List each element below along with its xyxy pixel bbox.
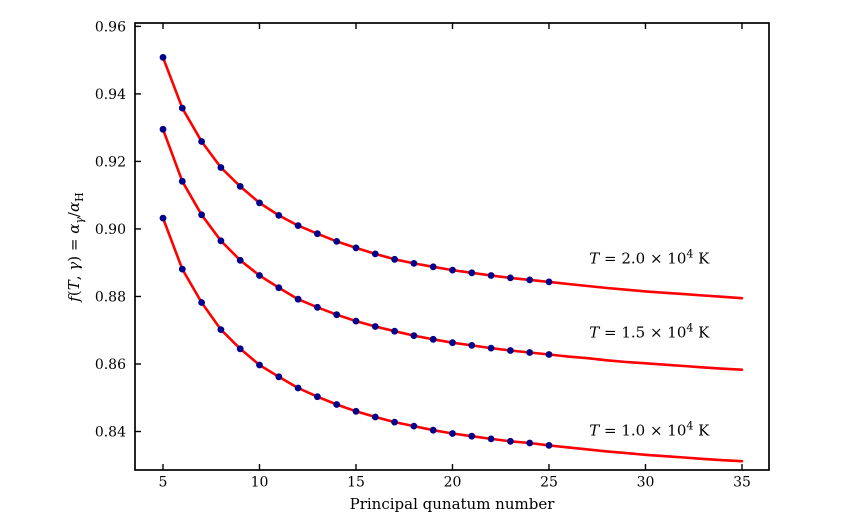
series-annotations: T = 2.0 × 104 K T = 1.5 × 104 K T = 1.0 × …: [589, 248, 710, 440]
data-point-marker: [545, 351, 553, 358]
data-point-marker: [352, 244, 360, 252]
data-point-marker: [159, 125, 167, 133]
plot-border: [134, 22, 770, 471]
data-point-marker: [487, 272, 495, 279]
data-point-marker: [275, 212, 283, 219]
data-point-marker: [256, 272, 263, 279]
data-point-marker: [449, 430, 456, 437]
x-tick-label: 35: [733, 475, 751, 491]
data-point-marker: [507, 347, 514, 354]
curve-temperature-label: T = 2.0 × 104 K: [589, 248, 710, 268]
y-tick-label: 0.94: [95, 87, 126, 103]
data-point-marker: [429, 263, 437, 271]
data-point-marker: [526, 349, 534, 356]
data-point-marker: [159, 54, 167, 61]
data-point-marker: [391, 327, 398, 335]
data-point-marker: [545, 442, 553, 449]
y-tick-label: 0.84: [95, 424, 126, 440]
curve-temperature-label: T = 1.0 × 104 K: [589, 420, 710, 440]
data-point-marker: [178, 104, 186, 112]
data-point-marker: [391, 255, 398, 263]
y-tick-label: 0.96: [95, 19, 126, 35]
data-point-marker: [314, 303, 321, 311]
data-point-marker: [159, 214, 167, 222]
data-point-marker: [507, 274, 514, 282]
y-tick-label: 0.86: [95, 357, 126, 373]
x-tick-label: 20: [444, 475, 462, 491]
data-point-marker: [468, 269, 476, 277]
data-point-marker: [236, 256, 244, 264]
x-tick-label: 10: [251, 475, 269, 491]
data-point-marker: [526, 439, 534, 447]
x-tick-label: 5: [159, 475, 168, 491]
data-point-marker: [352, 317, 360, 325]
x-tick-label: 30: [637, 475, 655, 491]
data-point-marker: [410, 332, 418, 339]
data-point-marker: [429, 335, 437, 343]
data-point-marker: [371, 413, 379, 421]
data-point-marker: [178, 265, 186, 273]
curve-temperature-label: T = 1.5 × 104 K: [589, 322, 710, 342]
data-point-marker: [217, 237, 225, 245]
data-point-marker: [217, 326, 225, 333]
data-point-marker: [449, 339, 456, 347]
data-point-marker: [429, 426, 437, 434]
data-point-marker: [352, 407, 360, 415]
axes-spines: [134, 22, 770, 471]
data-point-marker: [314, 230, 321, 238]
series-markers: [159, 54, 553, 449]
data-point-marker: [256, 199, 263, 207]
x-axis-label: Principal qunatum number: [350, 495, 556, 513]
data-point-marker: [333, 311, 341, 319]
data-point-marker: [410, 260, 418, 267]
data-point-marker: [256, 361, 263, 369]
data-point-marker: [410, 422, 418, 430]
x-tick-label: 25: [540, 475, 558, 491]
data-point-marker: [294, 384, 302, 392]
data-point-marker: [236, 345, 244, 353]
data-point-marker: [178, 177, 186, 185]
data-point-marker: [275, 373, 283, 381]
axes-tick-labels: 5 10 15 20 25 30 35 0.84 0.86 0.88 0.90 0.92 0.94 0.9…: [95, 19, 751, 490]
y-tick-label: 0.90: [95, 222, 126, 238]
y-tick-label: 0.92: [95, 154, 126, 170]
data-point-marker: [487, 435, 495, 443]
axes-ticks: [135, 23, 743, 470]
data-point-marker: [198, 211, 206, 219]
data-point-marker: [526, 276, 534, 284]
data-point-marker: [198, 299, 206, 306]
data-point-marker: [391, 418, 398, 426]
x-tick-label: 15: [347, 475, 365, 491]
data-point-marker: [217, 164, 225, 171]
data-point-marker: [314, 393, 321, 401]
data-point-marker: [449, 266, 456, 274]
data-point-marker: [507, 437, 514, 445]
y-axis-label: f(T, γ) = αγ/αH: [65, 192, 86, 302]
data-point-marker: [294, 222, 302, 230]
y-tick-label: 0.88: [95, 289, 126, 305]
data-point-marker: [333, 238, 341, 245]
data-point-marker: [333, 401, 341, 408]
data-point-marker: [275, 284, 283, 292]
data-point-marker: [468, 432, 476, 440]
data-point-marker: [371, 323, 379, 330]
data-point-marker: [198, 138, 206, 145]
data-point-marker: [468, 342, 476, 349]
data-point-marker: [236, 183, 244, 190]
data-point-marker: [545, 278, 553, 286]
data-point-marker: [487, 344, 495, 352]
data-point-marker: [371, 250, 379, 258]
data-point-marker: [294, 295, 302, 303]
